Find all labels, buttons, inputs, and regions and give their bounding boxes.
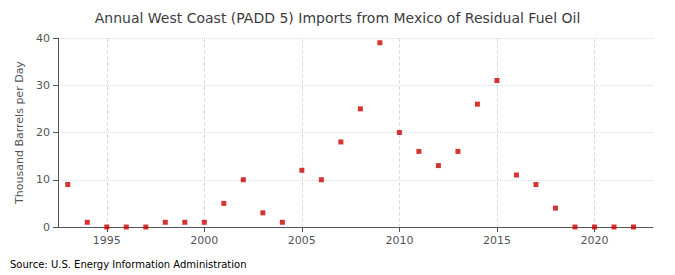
svg-text:1995: 1995 xyxy=(93,234,121,247)
svg-text:2010: 2010 xyxy=(385,234,413,247)
svg-text:10: 10 xyxy=(36,173,50,186)
svg-text:Annual West Coast (PADD 5) Imp: Annual West Coast (PADD 5) Imports from … xyxy=(95,10,581,26)
svg-text:2000: 2000 xyxy=(190,234,218,247)
svg-text:2020: 2020 xyxy=(580,234,608,247)
svg-text:2005: 2005 xyxy=(288,234,316,247)
svg-text:Source: U.S. Energy Informatio: Source: U.S. Energy Information Administ… xyxy=(10,259,247,270)
svg-text:20: 20 xyxy=(36,126,50,139)
svg-text:40: 40 xyxy=(36,32,50,45)
svg-text:0: 0 xyxy=(43,221,50,234)
svg-text:2015: 2015 xyxy=(483,234,511,247)
svg-text:30: 30 xyxy=(36,79,50,92)
svg-text:Thousand Barrels per Day: Thousand Barrels per Day xyxy=(13,61,26,205)
